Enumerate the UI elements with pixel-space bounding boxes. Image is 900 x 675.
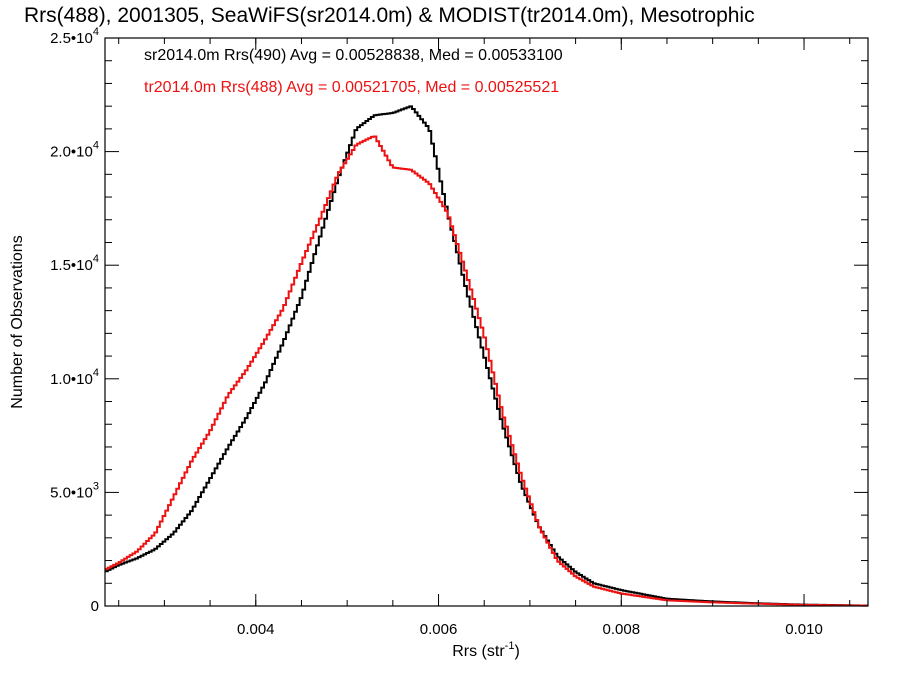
y-tick-label: 1.5•104 [50, 253, 99, 274]
y-tick-label: 2.0•104 [50, 140, 99, 161]
x-axis-label: Rrs (str-1) [452, 640, 520, 660]
y-tick-label: 0 [91, 598, 99, 615]
y-tick-label: 2.5•104 [50, 26, 99, 47]
histogram-series-0 [105, 105, 869, 607]
y-tick-label: 5.0•103 [50, 480, 99, 501]
chart-title: Rrs(488), 2001305, SeaWiFS(sr2014.0m) & … [24, 4, 755, 27]
legend-entry-sr2014: sr2014.0m Rrs(490) Avg = 0.00528838, Med… [144, 47, 563, 64]
plot-frame [104, 37, 869, 607]
legend-entry-tr2014: tr2014.0m Rrs(488) Avg = 0.00521705, Med… [144, 79, 559, 96]
x-tick-label: 0.008 [603, 621, 641, 638]
x-tick-label: 0.010 [785, 621, 823, 638]
y-axis: 0 5.0•103 1.0•104 1.5•104 2.0•104 2.5•104 [50, 26, 868, 615]
histogram-series-1 [105, 135, 869, 607]
x-tick-label: 0.006 [420, 621, 458, 638]
x-axis: 0.004 0.006 0.008 0.010 [118, 38, 851, 638]
plot-lines [105, 105, 869, 607]
legend: sr2014.0m Rrs(490) Avg = 0.00528838, Med… [144, 47, 563, 96]
y-tick-label: 1.0•104 [50, 367, 99, 388]
x-tick-label: 0.004 [237, 621, 275, 638]
y-axis-label: Number of Observations [9, 235, 26, 408]
